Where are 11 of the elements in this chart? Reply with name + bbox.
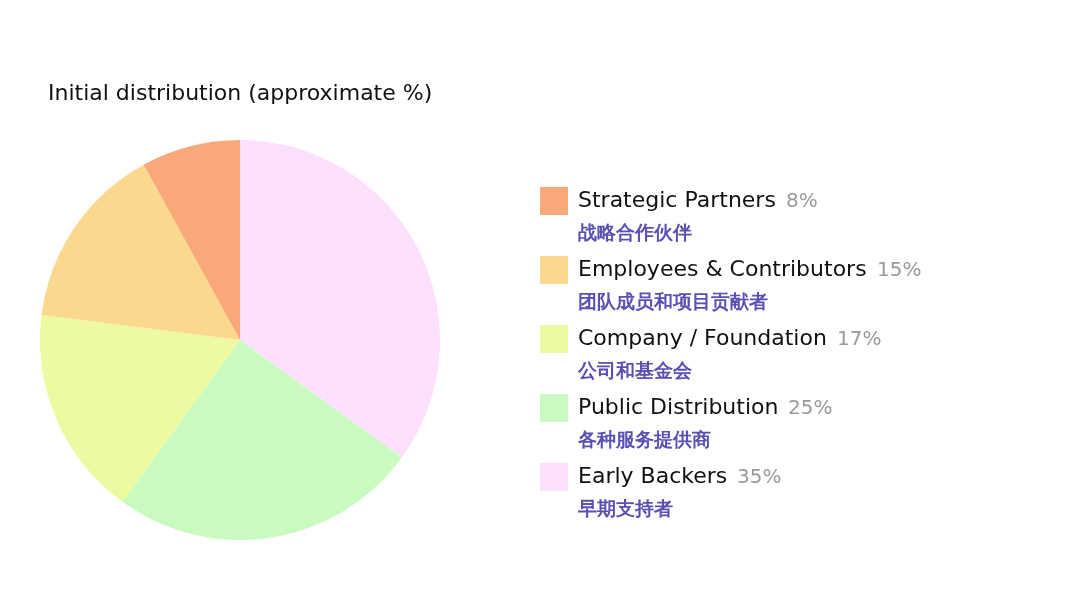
data-label: 35% (737, 463, 782, 490)
legend-label: Public Distribution 各种服务提供商 (578, 394, 779, 450)
chart-title: Initial distribution (approximate %) (48, 80, 433, 105)
legend-label: Early Backers 早期支持者 (578, 463, 728, 519)
legend-label: Company / Foundation 公司和基金会 (578, 325, 827, 381)
legend-label: Employees & Contributors 团队成员和项目贡献者 (578, 256, 867, 312)
data-label: 25% (788, 394, 833, 421)
data-label: 8% (786, 187, 818, 214)
data-label: 17% (837, 325, 882, 352)
legend-label: Strategic Partners 战略合作伙伴 (578, 187, 776, 243)
data-label: 15% (877, 256, 922, 283)
